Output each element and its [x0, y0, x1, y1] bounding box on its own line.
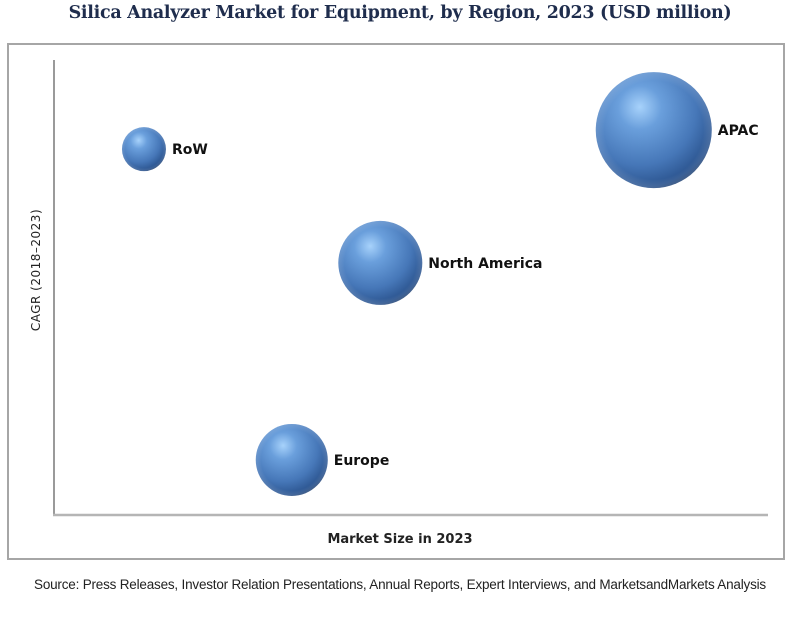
bubble-sheen-apac	[595, 72, 712, 189]
bubble-sheen-row	[121, 127, 166, 172]
source-note: Source: Press Releases, Investor Relatio…	[34, 577, 766, 592]
x-axis-label: Market Size in 2023	[327, 532, 473, 547]
y-axis-label: CAGR (2018–2023)	[29, 208, 43, 332]
chart-frame	[7, 43, 785, 560]
bubble-sheen-north-america	[338, 220, 423, 305]
chart-title: Silica Analyzer Market for Equipment, by…	[68, 3, 732, 23]
bubble-label-europe: Europe	[334, 453, 390, 469]
bubble-label-row: RoW	[172, 142, 208, 158]
bubble-label-north-america: North America	[428, 256, 542, 272]
bubble-sheen-europe	[255, 423, 328, 496]
bubble-label-apac: APAC	[718, 123, 759, 139]
bubble-series: RoW North America Europe APAC	[121, 72, 759, 496]
